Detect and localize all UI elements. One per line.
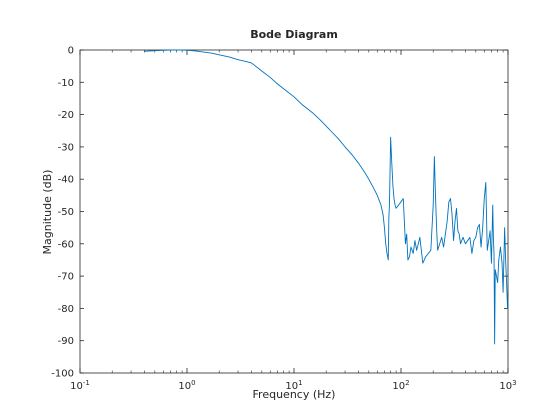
y-tick-label: -60 — [58, 239, 74, 250]
y-tick-label: -10 — [58, 78, 74, 89]
x-axis-ticks: 10-1 100 101 102 103 — [70, 50, 517, 392]
x-tick-base: 10 — [285, 381, 298, 392]
x-tick-label: 102 — [392, 379, 409, 392]
y-tick-label: -30 — [58, 142, 74, 153]
x-tick-base: 10 — [499, 381, 512, 392]
chart-title: Bode Diagram — [250, 28, 338, 41]
y-tick-label: -80 — [58, 304, 74, 315]
series-layer — [144, 49, 509, 345]
y-axis-label: Magnitude (dB) — [41, 170, 54, 255]
x-tick-label: 101 — [285, 379, 302, 392]
x-tick-exponent: -1 — [83, 379, 90, 387]
magnitude-series-line — [144, 49, 509, 345]
x-tick-base: 10 — [178, 381, 191, 392]
y-tick-label: -90 — [58, 336, 74, 347]
x-tick-exponent: 3 — [512, 379, 516, 387]
x-tick-base: 10 — [70, 381, 83, 392]
x-tick-exponent: 2 — [405, 379, 409, 387]
y-tick-label: -50 — [58, 207, 74, 218]
x-tick-label: 100 — [178, 379, 195, 392]
x-tick-base: 10 — [392, 381, 405, 392]
x-tick-label: 10-1 — [70, 379, 90, 392]
y-tick-label: -70 — [58, 272, 74, 283]
y-tick-label: 0 — [68, 46, 74, 57]
x-tick-exponent: 1 — [298, 379, 302, 387]
y-tick-label: -100 — [51, 369, 74, 380]
x-tick-exponent: 0 — [191, 379, 195, 387]
y-tick-label: -20 — [58, 110, 74, 121]
x-tick-label: 103 — [499, 379, 516, 392]
x-axis-label: Frequency (Hz) — [253, 388, 336, 401]
y-tick-label: -40 — [58, 175, 74, 186]
plot-area — [79, 49, 509, 374]
